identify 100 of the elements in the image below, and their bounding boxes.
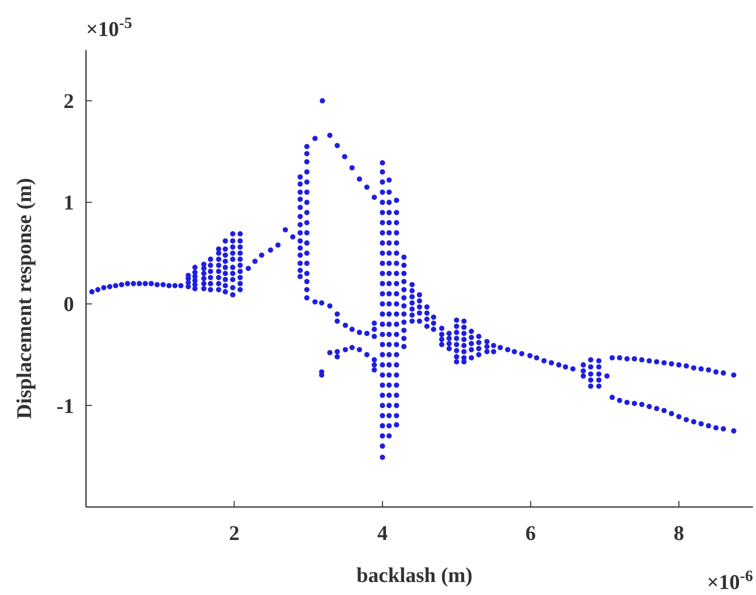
point [222, 252, 228, 258]
point [698, 421, 704, 426]
point [401, 287, 407, 292]
point [230, 285, 236, 290]
point [386, 177, 392, 183]
point [386, 220, 392, 226]
point [238, 274, 243, 280]
point [386, 240, 392, 246]
point [380, 250, 386, 256]
point [268, 247, 274, 253]
point [312, 299, 318, 304]
point [731, 428, 736, 434]
point [394, 392, 400, 398]
point [394, 250, 400, 256]
point [372, 320, 377, 326]
point [222, 276, 228, 282]
point [596, 358, 602, 364]
point [588, 377, 594, 383]
point [498, 344, 503, 350]
point [380, 311, 386, 317]
point [684, 363, 689, 368]
point [527, 353, 533, 358]
point [386, 433, 392, 439]
point [624, 356, 630, 362]
point [386, 311, 392, 317]
point [312, 136, 318, 141]
point [424, 324, 430, 329]
point [596, 364, 602, 370]
point [386, 250, 392, 256]
point [454, 336, 460, 342]
point [461, 318, 467, 324]
point [461, 342, 467, 348]
point [380, 260, 386, 266]
point [364, 330, 370, 336]
point [394, 362, 400, 368]
point [298, 222, 303, 228]
point [610, 355, 615, 360]
point [616, 355, 622, 360]
point [380, 454, 386, 460]
x-tick-label: 6 [525, 521, 536, 545]
point [484, 348, 490, 354]
point [252, 258, 258, 264]
point [430, 326, 436, 332]
y-tick-label: 0 [64, 292, 74, 316]
point [461, 324, 467, 330]
point [570, 366, 576, 372]
point [298, 252, 303, 258]
point [401, 295, 407, 300]
point [222, 238, 228, 244]
point [654, 359, 660, 364]
point [230, 231, 236, 236]
point [216, 256, 222, 262]
point [380, 200, 386, 205]
point [192, 264, 198, 270]
point [616, 398, 622, 404]
point [290, 234, 296, 240]
point [394, 342, 400, 348]
y-tick-label: -1 [56, 394, 74, 418]
point [416, 318, 422, 324]
point [409, 318, 415, 324]
point [416, 292, 422, 298]
point [222, 264, 228, 270]
point [490, 348, 496, 354]
point [238, 256, 243, 262]
point [334, 354, 340, 360]
point [166, 282, 172, 288]
point [298, 245, 303, 251]
point [160, 282, 166, 288]
point [401, 270, 407, 276]
point [342, 346, 348, 352]
point [394, 230, 400, 236]
point [439, 342, 444, 348]
point [304, 144, 310, 150]
point [394, 412, 400, 418]
point [401, 328, 407, 333]
point [691, 419, 696, 424]
point [238, 238, 243, 244]
point [731, 372, 736, 378]
point [320, 98, 326, 104]
point [142, 280, 148, 286]
point [424, 310, 430, 316]
point [698, 366, 704, 372]
point [380, 412, 386, 418]
point [386, 342, 392, 348]
point [327, 303, 332, 309]
point [596, 377, 602, 383]
point [298, 214, 303, 220]
point [349, 326, 355, 332]
point [222, 270, 228, 276]
point [720, 370, 726, 376]
point [468, 334, 474, 340]
point [208, 256, 214, 262]
point [401, 262, 407, 268]
point [461, 359, 467, 364]
point [304, 250, 310, 256]
point [327, 132, 332, 138]
point [394, 352, 400, 358]
point [562, 364, 568, 370]
point [386, 190, 392, 195]
point [258, 252, 264, 258]
